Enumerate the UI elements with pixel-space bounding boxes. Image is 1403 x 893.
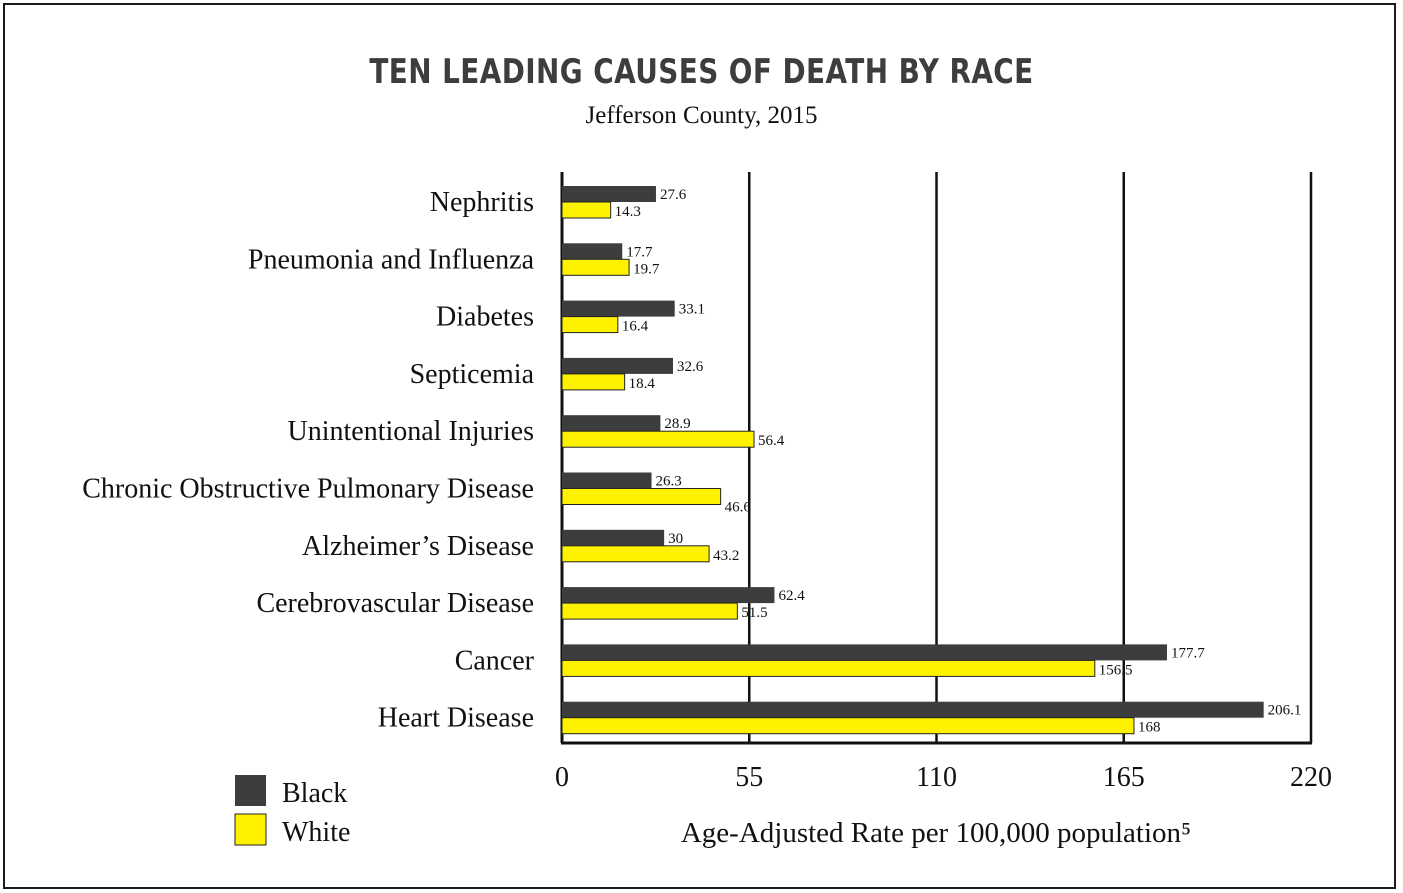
bar-white [561, 316, 619, 334]
category-label: Chronic Obstructive Pulmonary Disease [82, 474, 534, 505]
bar-white [561, 488, 722, 505]
bar-label-black: 206.1 [1268, 703, 1302, 719]
bar-black [562, 357, 673, 374]
bar-label-white: 51.5 [741, 605, 767, 621]
x-tick-label: 55 [735, 762, 763, 793]
bar-label-black: 32.6 [677, 359, 704, 375]
bar-label-white: 56.4 [758, 433, 785, 449]
bar-white [561, 373, 626, 391]
bar-white [561, 430, 755, 448]
x-axis-title: Age-Adjusted Rate per 100,000 population… [681, 817, 1191, 849]
category-label: Cerebrovascular Disease [256, 588, 534, 619]
bar-label-white: 14.3 [615, 204, 641, 220]
bar-black [562, 644, 1167, 661]
category-label: Septicemia [410, 359, 535, 390]
bar-label-black: 17.7 [626, 244, 653, 260]
bar-label-black: 30 [668, 531, 683, 547]
bar-black [562, 701, 1264, 718]
legend-label-black: Black [282, 778, 347, 809]
category-label: Diabetes [436, 302, 534, 333]
x-tick-label: 0 [555, 762, 569, 793]
x-tick-label: 110 [916, 762, 957, 793]
bar-black [562, 587, 775, 604]
bar-label-white: 19.7 [633, 261, 660, 277]
bar-label-white: 46.6 [725, 500, 752, 516]
bar-black [562, 472, 652, 489]
bar-label-white: 18.4 [629, 376, 656, 392]
bar-white [561, 717, 1135, 735]
bar-label-white: 156.5 [1099, 662, 1133, 678]
category-label: Heart Disease [378, 703, 534, 734]
bar-label-black: 28.9 [664, 416, 690, 432]
bar-white [561, 659, 1096, 677]
bar-black [562, 529, 665, 546]
bar-label-black: 177.7 [1171, 645, 1205, 661]
bar-label-black: 33.1 [679, 302, 705, 318]
bar-white [561, 258, 630, 276]
category-label: Pneumonia and Influenza [248, 244, 535, 275]
chart-subtitle: Jefferson County, 2015 [585, 102, 818, 129]
x-tick-label: 165 [1103, 762, 1145, 793]
bar-label-black: 62.4 [778, 588, 805, 604]
bar-label-white: 16.4 [622, 319, 649, 335]
bar-label-white: 43.2 [713, 548, 739, 564]
category-label: Cancer [455, 645, 535, 676]
category-label: Unintentional Injuries [287, 416, 534, 447]
legend-swatch-white [234, 813, 267, 846]
category-label: Alzheimer’s Disease [302, 531, 534, 562]
x-tick-label: 220 [1290, 762, 1332, 793]
bar-label-white: 168 [1138, 720, 1161, 736]
bar-label-black: 26.3 [656, 474, 682, 490]
category-label: Nephritis [430, 187, 534, 218]
bar-label-black: 27.6 [660, 187, 687, 203]
bar-black [562, 243, 623, 260]
chart-title: TEN LEADING CAUSES OF DEATH BY RACE [369, 52, 1034, 92]
legend-label-white: White [282, 817, 350, 848]
bar-black [562, 300, 675, 317]
bar-black [562, 186, 656, 202]
bar-black [562, 415, 661, 432]
chart-frame [3, 3, 1396, 889]
bar-white [561, 201, 612, 219]
legend-swatch-black [235, 775, 266, 806]
bar-white [561, 602, 738, 620]
bar-white [561, 545, 710, 563]
